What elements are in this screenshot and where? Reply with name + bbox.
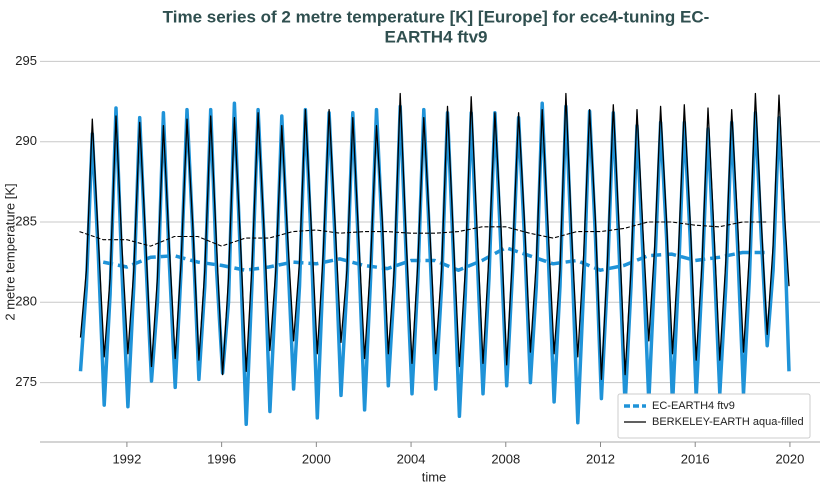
legend: EC-EARTH4 ftv9 BERKELEY-EARTH aqua-filled <box>617 393 811 439</box>
legend-box <box>617 393 811 439</box>
y-tick-label: 275 <box>15 374 37 389</box>
x-axis-label: time <box>422 469 447 484</box>
x-tick-label: 2000 <box>302 451 331 466</box>
y-tick-label: 295 <box>15 53 37 68</box>
legend-label: BERKELEY-EARTH aqua-filled <box>652 416 804 428</box>
x-tick-label: 1992 <box>112 451 141 466</box>
chart-title: Time series of 2 metre temperature [K] [… <box>163 7 710 26</box>
x-tick-label: 2020 <box>775 451 804 466</box>
y-tick-label: 290 <box>15 133 37 148</box>
chart-title: EARTH4 ftv9 <box>385 27 488 46</box>
series-line <box>102 245 767 272</box>
x-tick-label: 2008 <box>491 451 520 466</box>
legend-label: EC-EARTH4 ftv9 <box>652 400 735 412</box>
x-tick-label: 2004 <box>397 451 426 466</box>
x-tick-label: 2012 <box>586 451 615 466</box>
series-line <box>79 92 790 381</box>
y-tick-label: 285 <box>15 213 37 228</box>
y-tick-label: 280 <box>15 294 37 309</box>
x-tick-label: 1996 <box>207 451 236 466</box>
series-line <box>79 221 767 247</box>
y-axis-label: 2 metre temperature [K] <box>2 183 17 320</box>
x-tick-label: 2016 <box>681 451 710 466</box>
